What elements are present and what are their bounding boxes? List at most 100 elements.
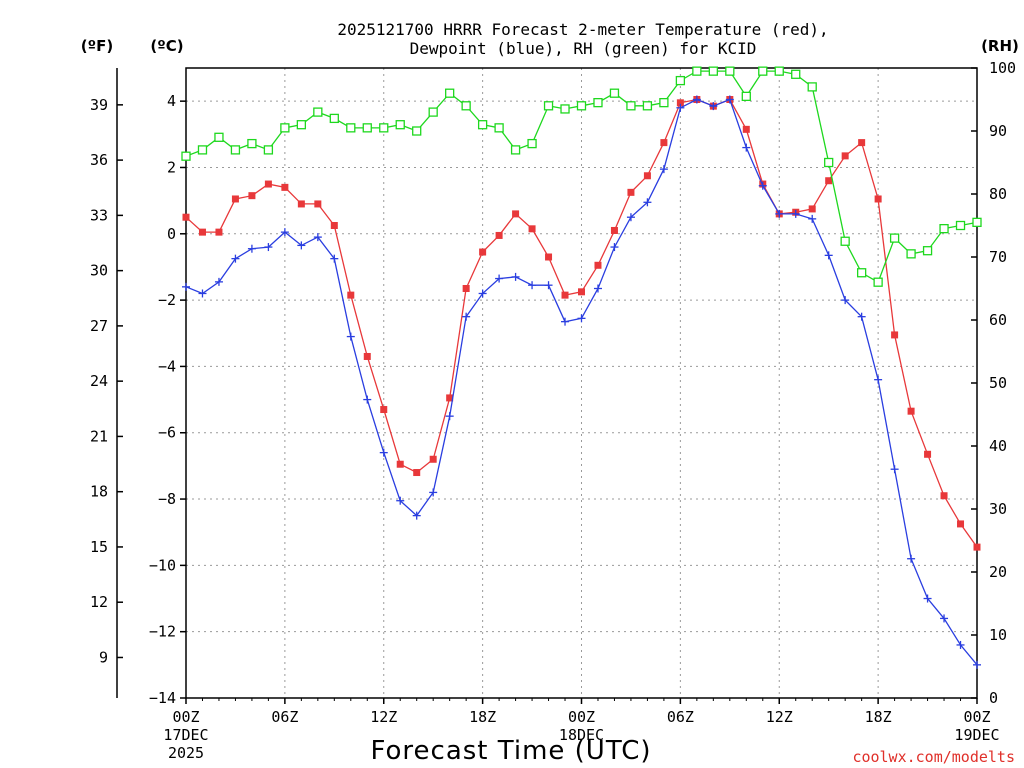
rh-point [593,98,603,108]
dewpoint-point [544,281,553,290]
dewpoint-point [396,496,405,505]
fahrenheit-tick-label: 15 [90,538,108,556]
dewpoint-point [626,213,635,222]
temperature-point [231,195,239,203]
rh-tick-label: 30 [989,500,1007,518]
dewpoint-point [940,614,949,623]
x-tick-label: 00Z [568,708,595,726]
dewpoint-point [824,251,833,260]
rh-point [576,101,587,111]
celsius-tick-label: −2 [158,291,176,309]
dewpoint-point [297,241,306,250]
fahrenheit-tick-label: 33 [90,206,108,224]
dewpoint-point [445,412,454,421]
temperature-point [643,172,651,180]
temperature-point [874,195,882,203]
temperature-point [660,139,668,147]
temperature-point [198,228,206,236]
fahrenheit-unit-label: (ºF) [81,37,113,55]
dewpoint-point [610,243,619,252]
rh-point [856,268,867,278]
rh-tick-label: 10 [989,626,1007,644]
celsius-tick-label: −14 [149,689,176,707]
x-tick-date-label: 17DEC [163,726,208,744]
dewpoint-point [379,448,388,457]
dewpoint-point [973,660,981,669]
rh-tick-label: 80 [989,185,1007,203]
dewpoint-point [659,165,668,174]
temperature-point [363,352,371,360]
dewpoint-point [478,289,487,298]
rh-point [659,98,669,108]
temperature-line [185,98,978,548]
chart-title-line1: 2025121700 HRRR Forecast 2-meter Tempera… [337,20,828,39]
temperature-point [924,450,932,458]
rh-point [230,145,241,155]
dewpoint-point [182,282,190,291]
celsius-tick-label: −8 [158,490,176,508]
dewpoint-point [577,314,586,323]
rh-point [560,104,570,114]
rh-point [543,101,554,111]
rh-point [329,113,339,124]
temperature-point [808,205,816,213]
rh-tick-label: 60 [989,311,1007,329]
dewpoint-point [742,143,751,152]
celsius-tick-label: 4 [167,92,176,110]
dewpoint-point [198,289,207,298]
dewpoint-point [330,254,339,263]
dewpoint-point [346,332,355,341]
rh-tick-label: 0 [989,689,998,707]
temperature-point [940,492,948,500]
x-tick-label: 18Z [469,708,496,726]
temperature-point [742,125,750,133]
rh-point [346,123,356,133]
rh-point [477,120,488,130]
temperature-point [413,469,421,477]
temperature-point [858,139,866,147]
rh-point [461,101,471,111]
rh-point [247,138,257,149]
rh-tick-label: 50 [989,374,1007,392]
temperature-point [841,152,849,160]
temperature-point [561,291,569,299]
temperature-point [545,253,553,261]
x-axis-label: Forecast Time (UTC) [370,736,651,766]
rh-point [972,217,982,228]
temperature-point [891,331,899,339]
celsius-tick-label: 0 [167,225,176,243]
rh-point [296,120,307,130]
dewpoint-point [363,395,372,404]
rh-point [263,145,274,155]
rh-point [280,123,290,133]
x-tick-label: 00Z [963,708,990,726]
dewpoint-point [841,296,850,305]
rh-point [922,246,933,256]
temperature-point [281,183,289,191]
rh-tick-label: 20 [989,563,1007,581]
rh-point [494,123,504,133]
temperature-point [594,261,602,269]
dewpoint-point [528,281,537,290]
temperature-point [907,407,915,415]
dewpoint-point [214,277,223,286]
rh-point [609,88,620,98]
temperature-point [495,231,503,239]
rh-point [445,88,455,98]
temperature-point [610,226,618,234]
temperature-point [973,543,981,551]
temperature-point [215,228,223,236]
dewpoint-point [874,375,883,384]
temperature-point [347,291,355,299]
credit-text: coolwx.com/modelts [852,748,1015,766]
temperature-point [578,288,585,296]
x-tick-label: 06Z [667,708,694,726]
temperature-point [446,394,454,402]
grid [186,68,977,698]
x-tick-date-label: 18DEC [559,726,604,744]
fahrenheit-tick-label: 9 [99,648,108,666]
dewpoint-point [231,254,240,263]
dewpoint-point [808,214,817,223]
temperature-point [396,460,404,468]
rh-point [758,66,768,76]
